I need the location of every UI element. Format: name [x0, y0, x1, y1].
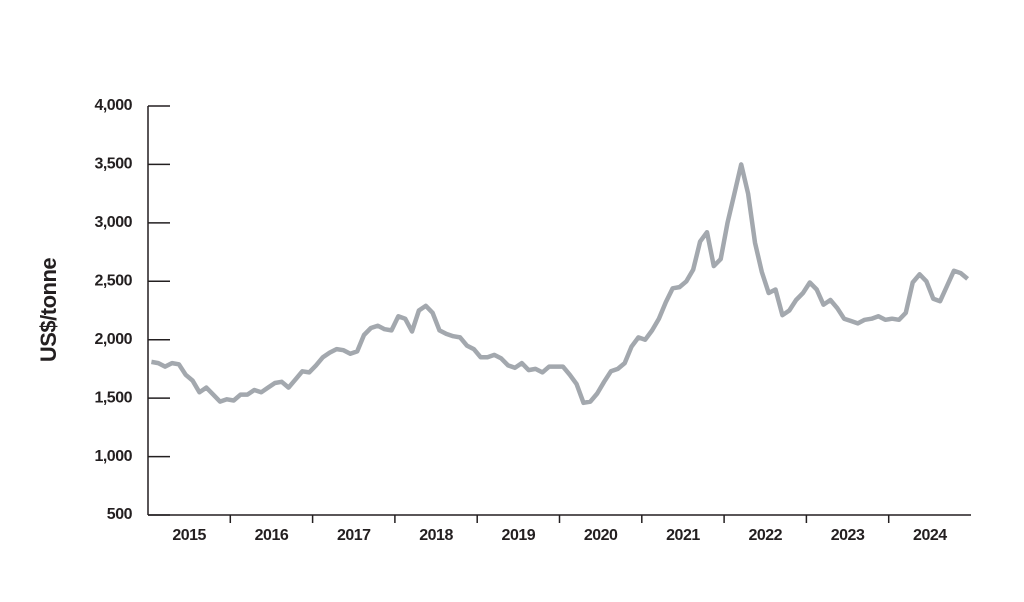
x-tick-label: 2015 — [172, 527, 206, 544]
y-tick-label: 3,000 — [94, 214, 132, 231]
y-tick-label: 1,000 — [94, 448, 132, 465]
y-tick-label: 4,000 — [94, 97, 132, 114]
y-tick-label: 2,500 — [94, 273, 132, 290]
x-tick-label: 2023 — [831, 527, 865, 544]
x-tick-label: 2024 — [913, 527, 947, 544]
x-tick-label: 2016 — [255, 527, 289, 544]
x-tick-label: 2020 — [584, 527, 618, 544]
y-axis-label: US$/tonne — [36, 258, 61, 363]
y-tick-label: 500 — [107, 506, 133, 523]
price-line — [151, 162, 970, 406]
x-tick-label: 2017 — [337, 527, 371, 544]
x-tick-label: 2018 — [419, 527, 453, 544]
x-tick-label: 2019 — [502, 527, 536, 544]
y-tick-label: 3,500 — [94, 156, 132, 173]
y-tick-label: 1,500 — [94, 389, 132, 406]
x-tick-label: 2021 — [666, 527, 700, 544]
y-tick-label: 2,000 — [94, 331, 132, 348]
x-tick-label: 2022 — [748, 527, 782, 544]
